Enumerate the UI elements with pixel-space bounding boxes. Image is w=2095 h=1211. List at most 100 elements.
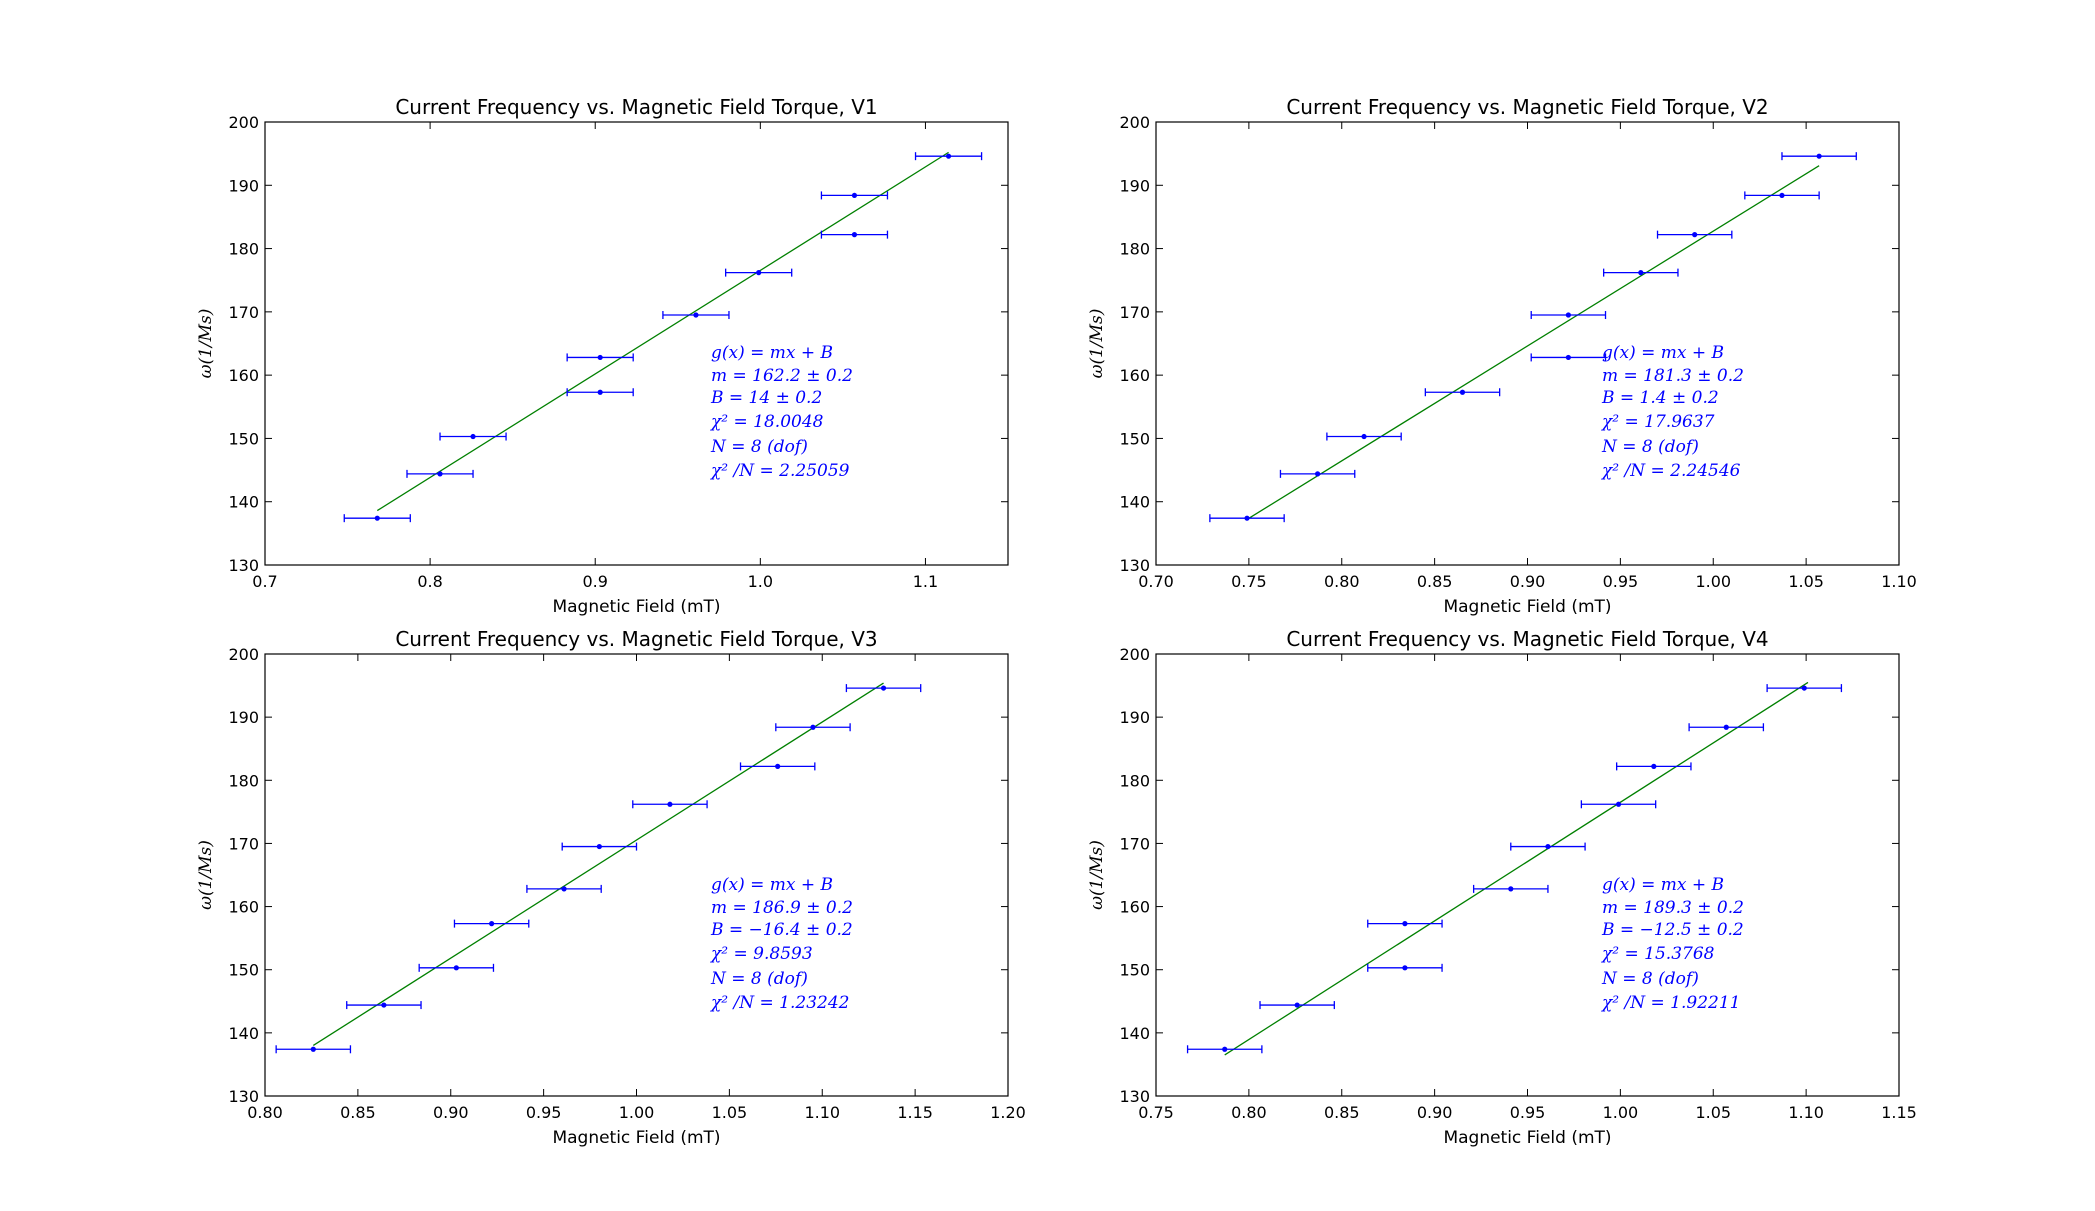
y-tick-label: 130 — [1119, 1087, 1150, 1106]
point-marker — [851, 192, 858, 199]
point-marker — [437, 471, 443, 477]
data-point-2 — [406, 469, 474, 478]
x-tick-label: 1.10 — [1788, 1103, 1824, 1122]
x-tick-label: 0.90 — [433, 1103, 469, 1122]
y-tick-label: 200 — [228, 645, 259, 664]
data-point-1 — [1186, 1045, 1263, 1054]
x-axis-label: Magnetic Field (mT) — [1443, 597, 1611, 617]
point-marker — [1615, 801, 1622, 807]
fit-annotation-line: m = 189.3 ± 0.2 — [1602, 898, 1744, 918]
data-point-5 — [1472, 884, 1549, 893]
point-marker — [374, 515, 380, 521]
fit-line — [1246, 165, 1820, 520]
point-marker — [1801, 685, 1807, 691]
y-tick-label: 160 — [1119, 366, 1150, 385]
y-tick-label: 200 — [1119, 645, 1150, 664]
x-tick-label: 0.75 — [1138, 1103, 1174, 1122]
x-tick-label: 0.7 — [252, 572, 277, 591]
x-tick-label: 1.10 — [804, 1103, 840, 1122]
fit-line — [1224, 681, 1809, 1056]
data-point-7 — [725, 268, 793, 277]
x-tick-label: 1.00 — [1695, 572, 1731, 591]
point-marker — [561, 886, 567, 892]
data-point-6 — [1510, 842, 1586, 851]
data-point-7 — [1580, 800, 1657, 809]
chart-title: Current Frequency vs. Magnetic Field Tor… — [1286, 627, 1768, 651]
chart-title: Current Frequency vs. Magnetic Field Tor… — [395, 627, 877, 651]
data-point-8 — [739, 762, 816, 771]
data-point-7 — [1603, 268, 1679, 277]
fit-annotation-line: χ² /N = 1.23242 — [710, 993, 849, 1013]
fit-annotation-line: g(x) = mx + B — [1602, 343, 1724, 363]
x-tick-label: 1.15 — [897, 1103, 933, 1122]
point-marker — [1565, 354, 1571, 361]
data-point-5 — [526, 884, 602, 893]
fit-annotation-line: χ² = 18.0048 — [710, 412, 824, 432]
x-tick-label: 0.9 — [582, 572, 607, 591]
x-tick-label: 1.00 — [1603, 1103, 1639, 1122]
data-point-10 — [845, 684, 922, 693]
point-marker — [1244, 515, 1250, 521]
y-tick-label: 160 — [1119, 898, 1150, 917]
data-point-9 — [1688, 723, 1765, 732]
data-point-3 — [1367, 963, 1443, 972]
point-marker — [1638, 270, 1644, 276]
y-tick-label: 170 — [1119, 834, 1150, 853]
data-point-8 — [820, 230, 889, 239]
x-axis-label: Magnetic Field (mT) — [552, 597, 720, 617]
y-tick-label: 170 — [228, 834, 259, 853]
y-tick-label: 150 — [228, 961, 259, 980]
y-axis-label: ω(1/Ms) — [196, 309, 216, 379]
point-marker — [1779, 192, 1785, 199]
point-marker — [1402, 965, 1408, 971]
fit-annotation-line: N = 8 (dof) — [1601, 437, 1699, 457]
point-marker — [1315, 471, 1321, 477]
y-tick-label: 130 — [228, 1087, 259, 1106]
data-point-4 — [1424, 388, 1501, 397]
data-point-10 — [1781, 152, 1857, 161]
axes-frame — [1155, 653, 1900, 1097]
point-marker — [667, 801, 673, 807]
x-tick-label: 0.90 — [1417, 1103, 1453, 1122]
x-tick-label: 1.05 — [1788, 572, 1824, 591]
x-axis-label: Magnetic Field (mT) — [1443, 1128, 1611, 1148]
x-tick-label: 0.95 — [1510, 1103, 1546, 1122]
data-point-1 — [343, 514, 411, 523]
point-marker — [1651, 763, 1657, 769]
fit-annotation-line: g(x) = mx + B — [711, 875, 833, 895]
fit-annotation-line: χ² = 17.9637 — [1601, 412, 1715, 432]
fit-annotation-line: χ² /N = 1.92211 — [1601, 993, 1740, 1013]
point-marker — [1723, 724, 1729, 730]
data-point-1 — [275, 1045, 352, 1054]
y-tick-label: 190 — [1119, 176, 1150, 195]
point-marker — [693, 312, 699, 318]
point-marker — [310, 1046, 316, 1052]
data-point-7 — [632, 800, 708, 809]
fit-annotation-line: g(x) = mx + B — [1602, 875, 1724, 895]
point-marker — [775, 763, 781, 769]
y-tick-label: 140 — [228, 493, 259, 512]
y-tick-label: 130 — [228, 556, 259, 575]
data-point-6 — [561, 842, 638, 851]
point-marker — [1692, 232, 1698, 238]
y-tick-label: 170 — [1119, 303, 1150, 322]
x-tick-label: 0.75 — [1231, 572, 1267, 591]
y-tick-label: 140 — [228, 1024, 259, 1043]
y-tick-label: 190 — [228, 708, 259, 727]
data-point-1 — [1209, 514, 1285, 523]
y-axis-label: ω(1/Ms) — [1087, 840, 1107, 910]
y-tick-label: 140 — [1119, 1024, 1150, 1043]
point-marker — [470, 433, 476, 440]
y-axis-label: ω(1/Ms) — [1087, 309, 1107, 379]
x-tick-label: 0.95 — [526, 1103, 562, 1122]
chart-panel-3: Current Frequency vs. Magnetic Field Tor… — [196, 627, 1026, 1148]
data-point-9 — [820, 191, 889, 200]
fit-annotation-line: χ² = 9.8593 — [710, 944, 813, 964]
data-point-2 — [1259, 1001, 1335, 1010]
point-marker — [1816, 153, 1822, 159]
point-marker — [851, 232, 858, 238]
y-tick-label: 130 — [1119, 556, 1150, 575]
x-tick-label: 0.80 — [1324, 572, 1360, 591]
fit-annotation-line: N = 8 (dof) — [710, 437, 808, 457]
x-tick-label: 1.20 — [990, 1103, 1026, 1122]
